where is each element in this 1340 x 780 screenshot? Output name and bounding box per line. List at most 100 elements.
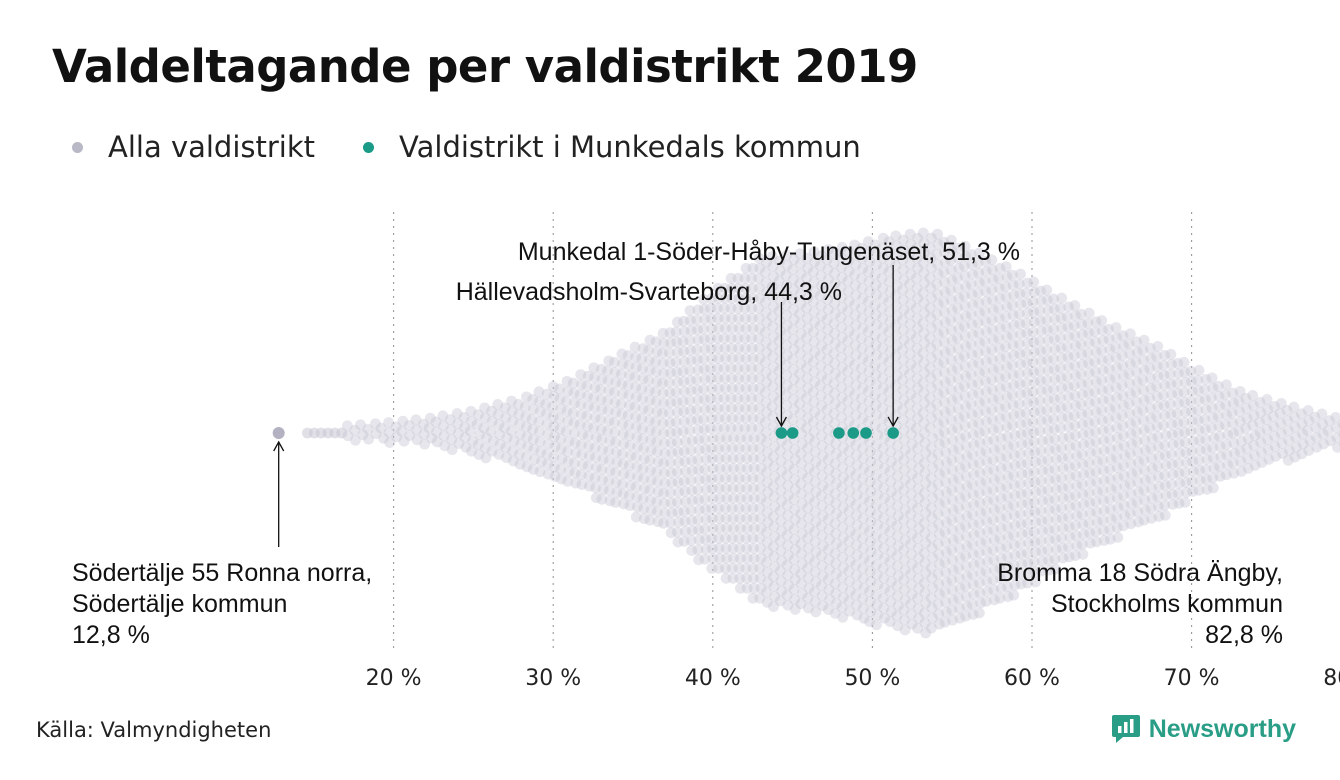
district-point (479, 442, 491, 454)
district-point (911, 282, 923, 294)
district-point (753, 332, 764, 344)
district-point (678, 415, 690, 427)
district-point (761, 286, 773, 298)
district-point (1131, 466, 1143, 478)
district-point (788, 304, 799, 315)
district-point (808, 326, 819, 338)
district-point (892, 510, 904, 522)
district-point (1000, 261, 1012, 273)
district-point (767, 411, 779, 422)
district-point (973, 247, 985, 259)
district-point (973, 387, 985, 399)
district-point (1002, 531, 1014, 543)
district-point (671, 366, 683, 378)
district-point (650, 356, 662, 368)
district-point (569, 427, 580, 439)
district-point (1013, 398, 1025, 410)
district-point (980, 375, 992, 387)
district-point (1068, 380, 1080, 391)
district-point (1331, 431, 1340, 443)
munkedal-point (833, 427, 845, 439)
district-point (623, 400, 635, 411)
district-point (692, 394, 704, 406)
district-point (945, 404, 957, 416)
district-point (1318, 438, 1330, 450)
district-point (740, 562, 752, 574)
district-point (836, 381, 847, 393)
district-point (842, 375, 854, 387)
district-point (960, 280, 972, 292)
district-point (801, 312, 813, 324)
district-point (960, 440, 972, 452)
district-point (945, 384, 957, 396)
district-point (1043, 474, 1055, 486)
district-point (616, 348, 628, 360)
district-point (1056, 482, 1068, 494)
district-point (878, 572, 890, 584)
district-point (946, 574, 958, 586)
district-point (905, 448, 917, 460)
district-point (946, 304, 958, 316)
district-point (1227, 387, 1239, 399)
district-point (952, 242, 963, 254)
district-point (871, 559, 882, 571)
district-point (705, 303, 716, 314)
district-point (1007, 329, 1018, 341)
district-point (870, 279, 882, 291)
district-point (1062, 321, 1074, 333)
district-point (788, 364, 799, 375)
district-point (912, 352, 924, 364)
district-point (924, 392, 936, 404)
district-point (657, 327, 669, 339)
district-point (645, 474, 657, 486)
chart-title: Valdeltagande per valdistrikt 2019 (52, 40, 918, 93)
district-point (917, 257, 929, 269)
district-point (781, 499, 793, 511)
district-point (685, 505, 697, 516)
district-point (1111, 522, 1123, 533)
district-point (459, 421, 471, 433)
district-point (993, 312, 1005, 324)
district-point (842, 335, 854, 347)
district-point (995, 432, 1007, 444)
district-point (706, 503, 718, 514)
district-point (843, 505, 855, 517)
district-point (665, 457, 676, 469)
district-point (877, 322, 889, 334)
district-point (1022, 577, 1033, 589)
district-point (1077, 518, 1089, 530)
district-point (939, 556, 951, 568)
district-point (816, 590, 828, 602)
district-point (650, 426, 662, 438)
district-point (1083, 327, 1094, 339)
district-point (1186, 415, 1198, 427)
swarm-all-districts (272, 227, 1340, 639)
district-point (577, 429, 588, 440)
district-point (1235, 465, 1247, 477)
district-point (876, 332, 888, 344)
district-point (780, 299, 792, 311)
district-point (1020, 377, 1032, 389)
district-point (623, 360, 635, 371)
district-point (533, 386, 545, 398)
district-point (460, 441, 472, 453)
district-point (590, 452, 602, 464)
district-point (870, 249, 882, 261)
district-point (1070, 430, 1081, 441)
district-point (672, 376, 683, 388)
district-point (919, 557, 931, 569)
district-point (595, 423, 607, 435)
district-point (1022, 427, 1033, 439)
district-point (913, 432, 925, 444)
district-point (499, 402, 511, 414)
district-point (871, 479, 883, 491)
district-point (808, 426, 820, 438)
district-point (1112, 472, 1124, 483)
district-point (796, 458, 807, 470)
district-point (878, 542, 890, 554)
district-point (658, 497, 670, 509)
district-point (754, 412, 766, 424)
district-point (829, 418, 841, 429)
district-point (562, 475, 574, 487)
district-point (1071, 540, 1083, 551)
